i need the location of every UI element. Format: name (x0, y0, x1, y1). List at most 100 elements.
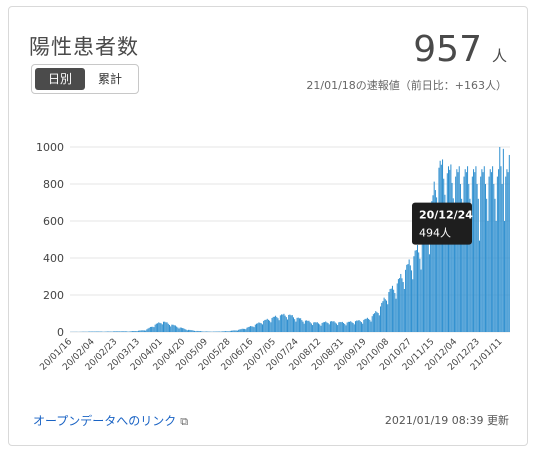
y-tick-label: 200 (43, 289, 64, 302)
bar (171, 324, 173, 332)
bar (487, 221, 489, 332)
bar (318, 323, 320, 332)
view-toggle: 日別 累計 (31, 64, 139, 94)
bar (122, 331, 124, 332)
bar (260, 323, 262, 332)
bar (157, 323, 159, 332)
bar (288, 314, 290, 332)
bar (408, 259, 410, 332)
open-data-link-label[interactable]: オープンデータへのリンク (33, 414, 177, 428)
bar (409, 265, 411, 332)
bar (300, 318, 302, 332)
bar (356, 320, 358, 332)
bar (339, 321, 341, 332)
bar (276, 317, 278, 332)
bar (177, 327, 179, 332)
bar (149, 326, 151, 332)
bar (160, 323, 162, 332)
bar (492, 166, 494, 332)
bar (479, 240, 481, 332)
bar (121, 331, 123, 332)
bar (207, 331, 209, 332)
bar (354, 321, 356, 332)
bar (298, 318, 300, 332)
bar (167, 323, 169, 332)
bar (189, 329, 191, 332)
bar (340, 322, 342, 332)
bar (366, 317, 368, 332)
bar (332, 321, 334, 332)
bar (266, 318, 268, 332)
bar (116, 331, 118, 332)
bar (400, 273, 402, 332)
bar (108, 331, 110, 332)
bar (362, 323, 364, 332)
bar (230, 330, 232, 332)
headline-subtitle: 21/01/18の速報値（前日比：+163人） (306, 79, 507, 92)
bar (475, 166, 477, 332)
bar (267, 319, 269, 332)
bar (273, 316, 275, 332)
bar (112, 331, 114, 332)
bar (254, 324, 256, 332)
toggle-daily-button[interactable]: 日別 (35, 68, 85, 90)
bar (484, 184, 486, 332)
bar (437, 214, 439, 332)
bar (323, 322, 325, 332)
bar (461, 198, 463, 332)
bar (337, 325, 339, 332)
bar (381, 302, 383, 332)
x-axis: 20/01/1620/02/0420/02/2320/03/1320/04/01… (38, 337, 504, 373)
bar (139, 330, 141, 332)
toggle-cumulative-button[interactable]: 累計 (97, 72, 122, 86)
bar (414, 250, 416, 332)
bar (98, 331, 100, 332)
bar (132, 331, 134, 332)
bar (240, 329, 242, 332)
bar (490, 172, 492, 332)
bar (118, 331, 120, 332)
bar (216, 331, 218, 332)
bar (360, 322, 362, 332)
bar (353, 324, 355, 332)
bar (493, 184, 495, 332)
bar (406, 264, 408, 332)
bar (375, 311, 377, 332)
bar (204, 331, 206, 332)
bar (488, 176, 490, 332)
bar (302, 321, 304, 332)
bar (320, 325, 322, 332)
bar (192, 330, 194, 332)
bar (434, 190, 436, 332)
bar (153, 327, 155, 332)
bar (314, 322, 316, 332)
bar (180, 327, 182, 332)
bar (173, 325, 175, 332)
bar (329, 321, 331, 332)
bar (229, 330, 231, 332)
bar (480, 176, 482, 332)
bar (427, 241, 429, 332)
bar (271, 317, 273, 332)
bar (178, 328, 180, 332)
bar (99, 331, 101, 332)
bar (287, 319, 289, 332)
bar (234, 330, 236, 332)
bar (420, 269, 422, 332)
bar (147, 328, 149, 332)
bar (399, 278, 401, 332)
bar (352, 323, 354, 332)
bar (425, 225, 427, 332)
bar (477, 198, 479, 332)
bar (419, 258, 421, 332)
open-data-link[interactable]: オープンデータへのリンク ⧉ (33, 412, 188, 429)
bar (507, 172, 509, 332)
bar (443, 178, 445, 332)
bar (390, 288, 392, 332)
bar (469, 198, 471, 332)
bar (403, 288, 405, 332)
bar (431, 201, 433, 332)
bar (500, 166, 502, 332)
bar (446, 173, 448, 332)
bar (473, 169, 475, 332)
